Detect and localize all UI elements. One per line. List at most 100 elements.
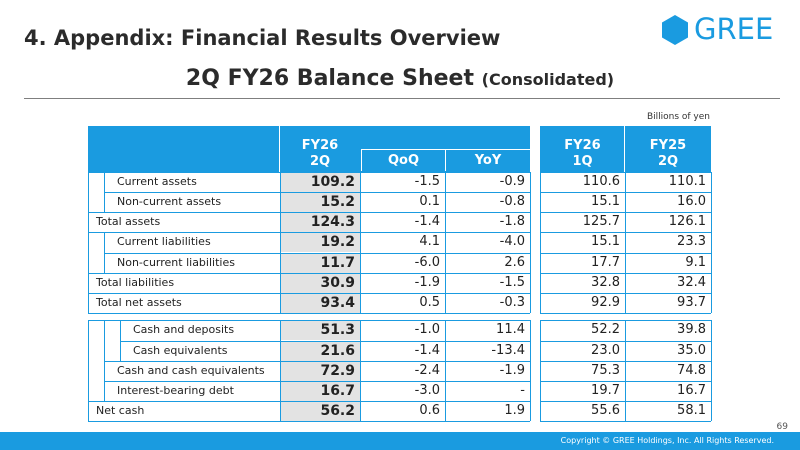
- value-cell: 58.1: [677, 403, 706, 418]
- title-suffix: (Consolidated): [481, 70, 615, 89]
- value-cell: 19.7: [591, 383, 620, 398]
- value-cell: 2.6: [504, 255, 525, 270]
- header-fy26-1q-line: FY26: [564, 138, 601, 153]
- row-divider: [88, 293, 530, 294]
- value-cell: 23.3: [677, 234, 706, 249]
- value-cell: 16.0: [677, 194, 706, 209]
- row-divider: [88, 232, 530, 233]
- header-fy26-2q-line: FY26: [301, 138, 339, 153]
- col-divider: [625, 172, 626, 313]
- col-divider: [625, 320, 626, 421]
- value-cell: -1.4: [414, 343, 440, 358]
- value-cell: 75.3: [591, 363, 620, 378]
- col-divider: [540, 172, 541, 313]
- value-cell: 15.1: [591, 234, 620, 249]
- row-divider: [88, 421, 530, 422]
- col-divider: [360, 172, 361, 313]
- header-fy26-2q-line: 2Q: [309, 154, 331, 169]
- value-current: 16.7: [280, 381, 360, 401]
- row-label: Net cash: [96, 404, 145, 417]
- value-current: 19.2: [280, 232, 360, 252]
- value-cell: 17.7: [591, 255, 620, 270]
- title-divider: [24, 98, 780, 99]
- value-cell: -6.0: [414, 255, 440, 270]
- value-cell: 92.9: [591, 295, 620, 310]
- header-sep-1: [279, 126, 280, 172]
- value-cell: 0.5: [419, 295, 440, 310]
- value-cell: -4.0: [499, 234, 525, 249]
- row-divider: [120, 341, 530, 342]
- col-divider: [711, 172, 712, 313]
- value-cell: -2.4: [414, 363, 440, 378]
- section-title: 4. Appendix: Financial Results Overview: [24, 26, 501, 50]
- title-main: 2Q FY26 Balance Sheet: [185, 66, 474, 91]
- value-cell: -3.0: [414, 383, 440, 398]
- value-cell: -: [520, 383, 525, 398]
- row-divider: [104, 381, 530, 382]
- row-divider: [88, 273, 530, 274]
- value-current: 124.3: [280, 212, 360, 232]
- row-label: Non-current liabilities: [117, 256, 235, 269]
- col-divider: [360, 320, 361, 421]
- header-fy25-2q: FY25 2Q: [625, 138, 711, 174]
- value-cell: 35.0: [677, 343, 706, 358]
- left-border-top: [88, 172, 89, 313]
- value-current: 56.2: [280, 401, 360, 421]
- value-cell: 55.6: [591, 403, 620, 418]
- row-label: Total liabilities: [96, 276, 175, 289]
- value-cell: 16.7: [677, 383, 706, 398]
- header-fy26-1q: FY26 1Q: [540, 138, 625, 174]
- copyright-text: Copyright © GREE Holdings, Inc. All Righ…: [560, 436, 774, 445]
- row-label: Cash equivalents: [133, 344, 228, 357]
- value-cell: -1.4: [414, 214, 440, 229]
- value-current: 15.2: [280, 192, 360, 212]
- header-block-right: [540, 126, 711, 172]
- value-cell: 74.8: [677, 363, 706, 378]
- value-current: 21.6: [280, 341, 360, 361]
- value-cell: -1.0: [414, 322, 440, 337]
- page-title: 2Q FY26 Balance Sheet (Consolidated): [0, 66, 800, 91]
- unit-note: Billions of yen: [646, 112, 710, 122]
- footer-bar: Copyright © GREE Holdings, Inc. All Righ…: [0, 432, 800, 450]
- row-label: Cash and cash equivalents: [117, 364, 265, 377]
- value-cell: 15.1: [591, 194, 620, 209]
- value-cell: -0.3: [499, 295, 525, 310]
- row-divider: [540, 421, 711, 422]
- value-current: 11.7: [280, 253, 360, 273]
- value-cell: 125.7: [582, 214, 620, 229]
- value-current: 51.3: [280, 320, 360, 340]
- value-cell: 23.0: [591, 343, 620, 358]
- row-label: Interest-bearing debt: [117, 384, 234, 397]
- value-cell: 32.4: [677, 275, 706, 290]
- value-cell: 11.4: [496, 322, 525, 337]
- value-cell: 0.1: [419, 194, 440, 209]
- row-label: Current liabilities: [117, 235, 211, 248]
- header-fy25-2q-line: 2Q: [657, 154, 679, 169]
- col-divider: [445, 172, 446, 313]
- value-cell: -0.8: [499, 194, 525, 209]
- col-divider: [445, 320, 446, 421]
- row-divider: [88, 172, 530, 173]
- value-cell: 39.8: [677, 322, 706, 337]
- page-number: 69: [776, 422, 788, 432]
- value-cell: 1.9: [504, 403, 525, 418]
- row-label: Current assets: [117, 175, 197, 188]
- value-current: 93.4: [280, 293, 360, 313]
- row-divider: [104, 253, 530, 254]
- row-divider: [104, 192, 530, 193]
- row-label: Cash and deposits: [133, 323, 235, 336]
- row-label: Non-current assets: [117, 195, 222, 208]
- header-qoq: QoQ: [361, 149, 445, 171]
- value-cell: 110.6: [582, 174, 620, 189]
- row-divider: [540, 313, 711, 314]
- header-fy25-2q-line: FY25: [649, 138, 687, 153]
- row-divider: [104, 361, 530, 362]
- col-divider: [280, 320, 281, 421]
- value-cell: 9.1: [685, 255, 706, 270]
- value-cell: -13.4: [491, 343, 525, 358]
- hexagon-logo-icon: [662, 15, 688, 45]
- row-divider: [88, 313, 530, 314]
- row-label: Total assets: [96, 215, 161, 228]
- header-yoy: YoY: [445, 149, 530, 171]
- value-cell: -1.9: [414, 275, 440, 290]
